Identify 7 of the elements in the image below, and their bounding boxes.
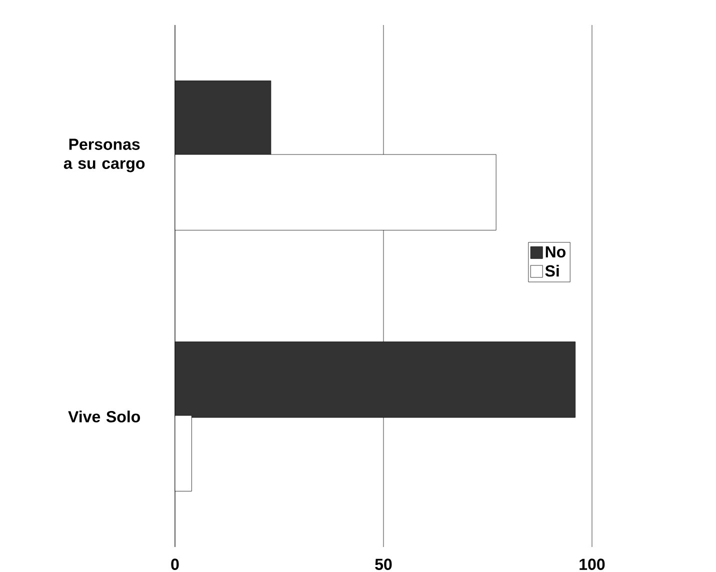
x-tick-label: 50: [375, 558, 392, 570]
y-tick-label: Personas a su cargo: [64, 138, 145, 172]
x-tick-label: 100: [580, 558, 605, 570]
x-tick-label: 0: [171, 558, 179, 570]
legend-label: No: [546, 246, 566, 258]
y-tick-label: Vive Solo: [68, 410, 140, 422]
legend-label: Si: [545, 264, 559, 277]
